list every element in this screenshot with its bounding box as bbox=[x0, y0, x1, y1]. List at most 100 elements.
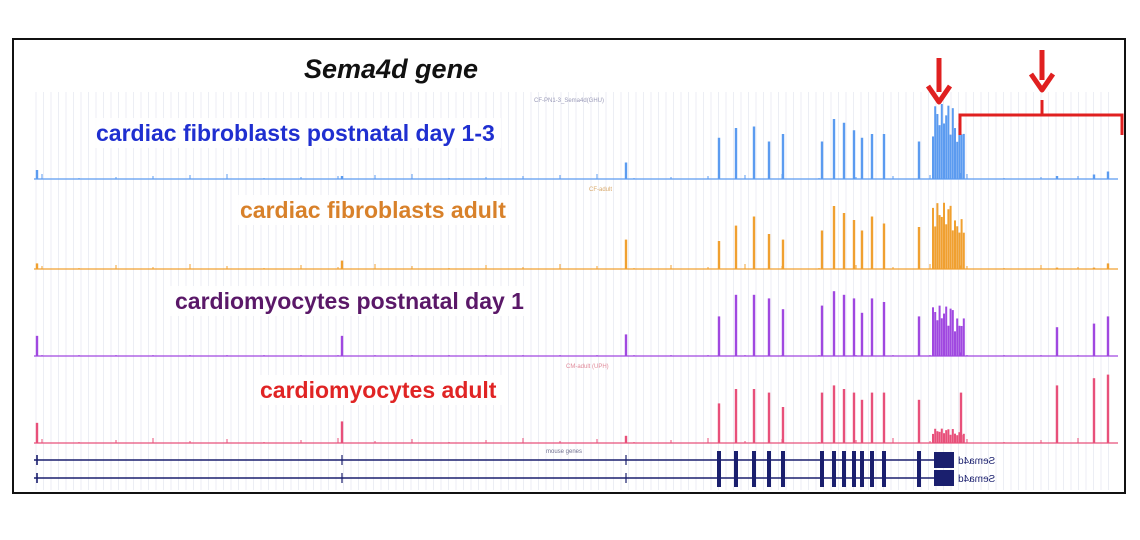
utr-coverage bbox=[934, 312, 937, 356]
utr-coverage bbox=[951, 429, 954, 443]
coverage-peak bbox=[1106, 171, 1110, 179]
track-header-text: CM-adult (UPH) bbox=[566, 364, 609, 370]
coverage-peak bbox=[820, 392, 824, 443]
transcript-exon bbox=[781, 469, 785, 487]
coverage-peak bbox=[717, 241, 721, 269]
coverage-peak bbox=[734, 128, 738, 179]
coverage-peak bbox=[860, 137, 864, 179]
coverage-peak bbox=[35, 170, 39, 179]
coverage-peak bbox=[917, 227, 921, 269]
coverage-peak bbox=[1106, 374, 1110, 443]
utr-coverage bbox=[956, 226, 959, 269]
figure-panel: Sema4d gene cardiac fibroblasts postnata… bbox=[12, 38, 1126, 494]
utr-coverage bbox=[943, 202, 945, 269]
transcript-exon bbox=[852, 469, 856, 487]
coverage-peak bbox=[842, 294, 846, 356]
coverage-peak bbox=[1106, 316, 1110, 356]
transcript-exon bbox=[820, 451, 824, 469]
coverage-peak bbox=[959, 392, 963, 443]
utr-coverage bbox=[962, 133, 965, 179]
coverage-peak bbox=[717, 316, 721, 356]
transcript-exon bbox=[767, 451, 771, 469]
coverage-peak bbox=[752, 294, 756, 356]
gene-model-label: Sema4d bbox=[958, 456, 996, 467]
coverage-peak bbox=[917, 399, 921, 443]
coverage-peak bbox=[882, 223, 886, 269]
coverage-peak bbox=[35, 422, 39, 443]
utr-coverage bbox=[934, 106, 937, 179]
utr-coverage bbox=[951, 230, 954, 269]
coverage-peak bbox=[917, 316, 921, 356]
coverage-peak bbox=[852, 130, 856, 179]
coverage-peak bbox=[852, 392, 856, 443]
coverage-peak bbox=[870, 298, 874, 356]
transcript-exon bbox=[860, 451, 864, 469]
utr-coverage bbox=[954, 128, 956, 179]
track-label-cm-adult: cardiomyocytes adult bbox=[254, 375, 503, 405]
utr-coverage bbox=[936, 203, 939, 269]
transcript-exon bbox=[820, 469, 824, 487]
down-arrow-right bbox=[1028, 72, 1056, 93]
utr-coverage bbox=[938, 125, 941, 179]
utr-coverage bbox=[934, 428, 937, 443]
transcript-exon bbox=[882, 469, 886, 487]
transcript-exon bbox=[917, 451, 921, 469]
utr-coverage bbox=[951, 108, 954, 179]
coverage-peak bbox=[781, 309, 785, 356]
coverage-peak bbox=[870, 392, 874, 443]
coverage-peak bbox=[734, 294, 738, 356]
transcript-utr-block bbox=[934, 452, 954, 468]
coverage-peak bbox=[717, 137, 721, 179]
coverage-peak bbox=[1055, 176, 1059, 179]
track-header-text: CF-adult bbox=[589, 187, 613, 193]
coverage-peak bbox=[842, 389, 846, 443]
coverage-peak bbox=[767, 141, 771, 179]
coverage-peak bbox=[882, 392, 886, 443]
coverage-peak bbox=[752, 126, 756, 179]
coverage-peak bbox=[832, 385, 836, 443]
utr-coverage bbox=[936, 320, 939, 356]
utr-coverage bbox=[938, 305, 941, 356]
transcript-exon bbox=[752, 451, 756, 469]
utr-coverage bbox=[940, 216, 943, 269]
utr-coverage bbox=[943, 433, 945, 443]
utr-coverage bbox=[940, 104, 943, 179]
utr-coverage bbox=[932, 433, 934, 443]
track-label-cm-postnatal: cardiomyocytes postnatal day 1 bbox=[169, 286, 530, 316]
coverage-peak bbox=[734, 225, 738, 269]
utr-coverage bbox=[936, 431, 939, 443]
utr-coverage bbox=[949, 205, 952, 269]
coverage-peak bbox=[717, 403, 721, 443]
coverage-peak bbox=[860, 230, 864, 269]
coverage-peak bbox=[624, 435, 628, 443]
utr-coverage bbox=[956, 318, 959, 356]
coverage-peak bbox=[882, 302, 886, 356]
utr-coverage bbox=[960, 219, 963, 269]
transcript-exon bbox=[734, 469, 738, 487]
transcript-exon bbox=[842, 469, 846, 487]
utr-coverage bbox=[945, 306, 948, 356]
utr-coverage bbox=[958, 123, 961, 179]
utr-coverage bbox=[947, 429, 950, 443]
utr-coverage bbox=[958, 325, 961, 356]
coverage-peak bbox=[860, 312, 864, 356]
coverage-peak bbox=[870, 216, 874, 269]
utr-coverage bbox=[958, 232, 961, 269]
coverage-peak bbox=[734, 389, 738, 443]
gene-model-label: Sema4d bbox=[958, 474, 996, 485]
coverage-peak bbox=[860, 399, 864, 443]
transcript-exon bbox=[717, 451, 721, 469]
coverage-peak bbox=[781, 239, 785, 269]
utr-coverage bbox=[945, 430, 948, 443]
utr-coverage bbox=[960, 134, 963, 179]
coverage-peak bbox=[1055, 385, 1059, 443]
utr-coverage bbox=[945, 224, 948, 269]
utr-coverage bbox=[962, 232, 965, 269]
utr-coverage bbox=[940, 428, 943, 443]
coverage-peak bbox=[1092, 174, 1096, 179]
utr-coverage bbox=[947, 105, 950, 179]
utr-coverage bbox=[956, 435, 959, 443]
track-label-cf-adult: cardiac fibroblasts adult bbox=[234, 195, 512, 225]
utr-coverage bbox=[934, 226, 937, 269]
transcript-exon bbox=[717, 469, 721, 487]
